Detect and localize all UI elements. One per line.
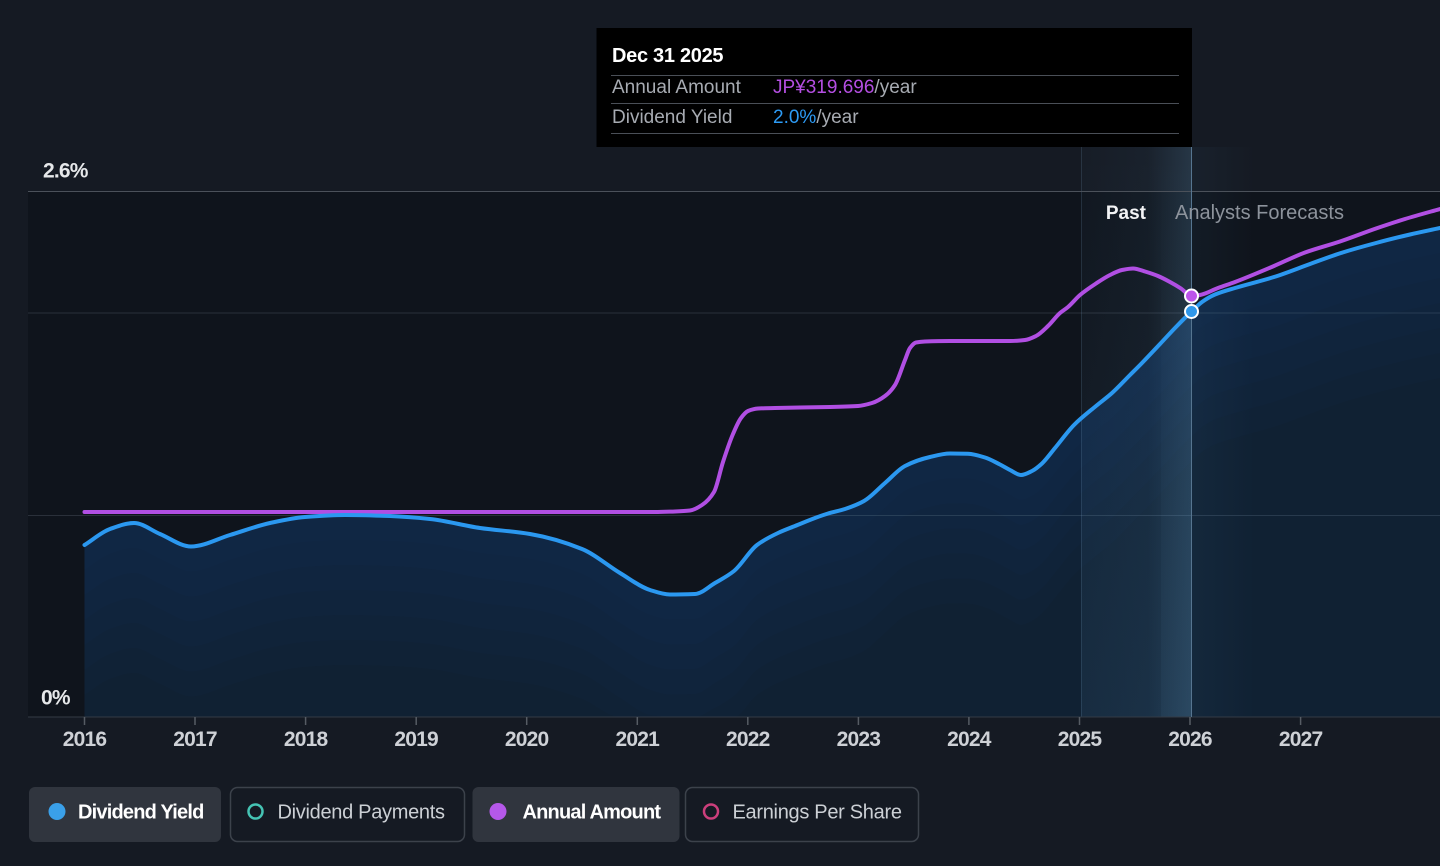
svg-text:Earnings Per Share: Earnings Per Share — [733, 802, 902, 824]
svg-text:Dividend Yield: Dividend Yield — [612, 107, 732, 128]
svg-text:2026: 2026 — [1168, 728, 1212, 751]
svg-text:2023: 2023 — [837, 728, 881, 751]
svg-text:2.6%: 2.6% — [43, 160, 89, 183]
svg-text:2027: 2027 — [1279, 728, 1323, 751]
svg-text:2024: 2024 — [947, 728, 992, 751]
svg-text:0%: 0% — [41, 687, 71, 710]
svg-text:2021: 2021 — [616, 728, 661, 751]
svg-text:Annual Amount: Annual Amount — [523, 802, 662, 824]
svg-text:Dividend Payments: Dividend Payments — [278, 802, 446, 824]
svg-text:2022: 2022 — [726, 728, 770, 751]
svg-text:2018: 2018 — [284, 728, 329, 751]
svg-text:2.0%/year: 2.0%/year — [773, 107, 859, 128]
svg-text:Annual Amount: Annual Amount — [612, 77, 742, 98]
svg-text:Past: Past — [1106, 203, 1147, 224]
svg-text:2017: 2017 — [173, 728, 217, 751]
svg-text:Dec 31 2025: Dec 31 2025 — [612, 45, 723, 67]
svg-text:JP¥319.696/year: JP¥319.696/year — [773, 77, 917, 98]
svg-text:2016: 2016 — [63, 728, 107, 751]
svg-text:Dividend Yield: Dividend Yield — [78, 802, 204, 824]
svg-text:2020: 2020 — [505, 728, 549, 751]
svg-text:2019: 2019 — [394, 728, 438, 751]
svg-text:Analysts Forecasts: Analysts Forecasts — [1175, 202, 1344, 224]
svg-text:2025: 2025 — [1058, 728, 1103, 751]
